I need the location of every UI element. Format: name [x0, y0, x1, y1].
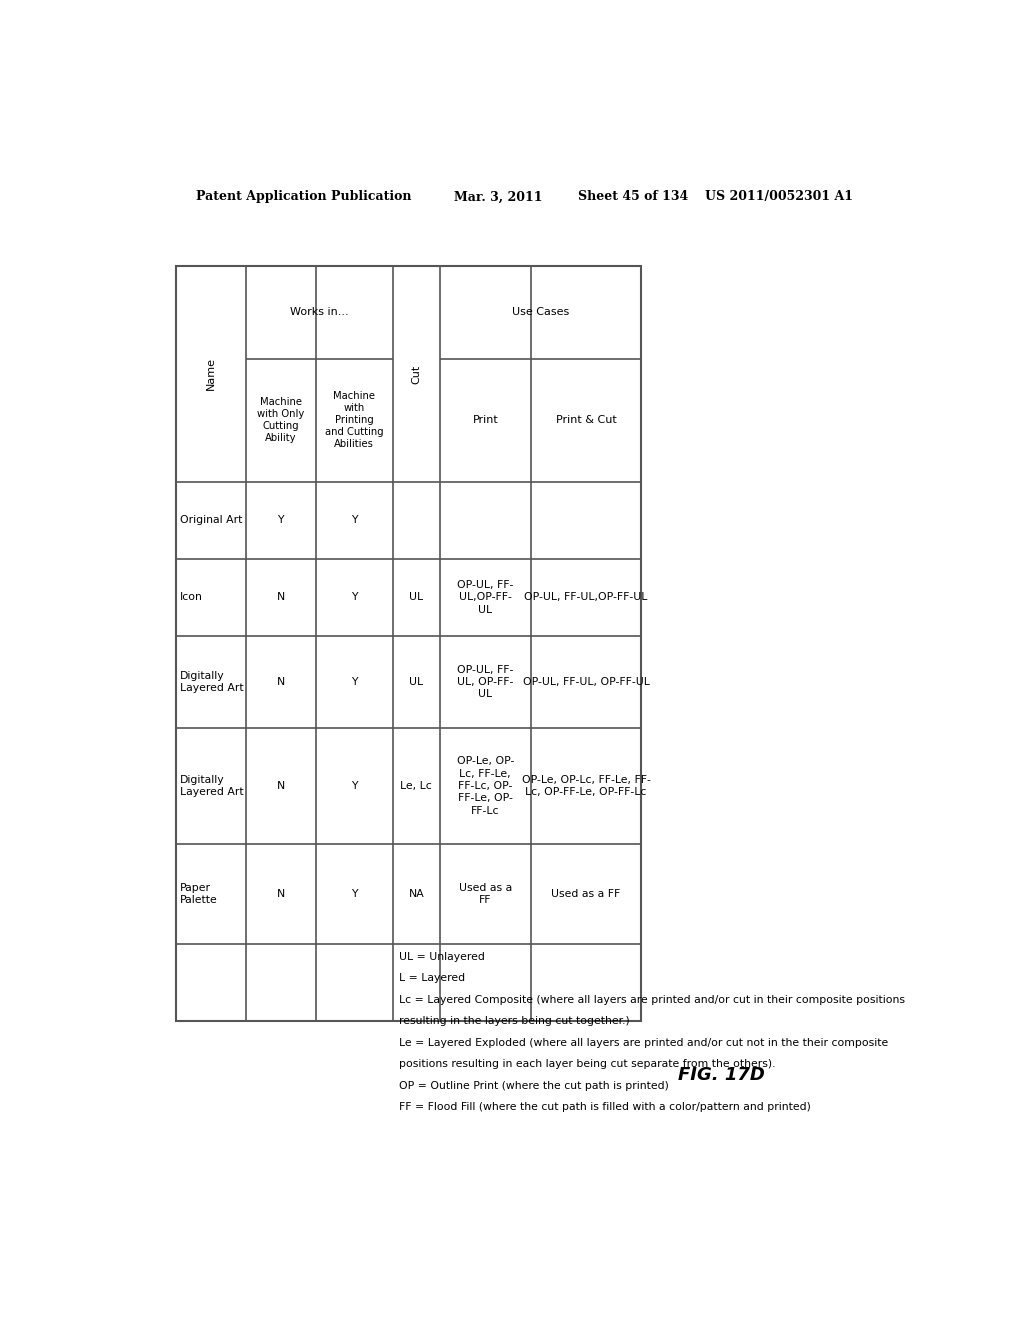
Text: Print & Cut: Print & Cut [556, 416, 616, 425]
Text: Patent Application Publication: Patent Application Publication [197, 190, 412, 203]
Text: Used as a
FF: Used as a FF [459, 883, 512, 906]
Text: Use Cases: Use Cases [512, 308, 569, 317]
Bar [176, 267, 641, 1020]
Text: OP-UL, FF-UL, OP-FF-UL: OP-UL, FF-UL, OP-FF-UL [522, 677, 649, 686]
Text: UL: UL [410, 677, 423, 686]
Text: Lc = Layered Composite (where all layers are printed and/or cut in their composi: Lc = Layered Composite (where all layers… [399, 995, 905, 1005]
Text: Y: Y [351, 888, 357, 899]
Text: L = Layered: L = Layered [399, 973, 465, 983]
Text: Y: Y [351, 677, 357, 686]
Text: Y: Y [278, 515, 284, 525]
Text: FIG. 17D: FIG. 17D [678, 1065, 765, 1084]
Text: Name: Name [206, 358, 216, 391]
Text: UL: UL [410, 593, 423, 602]
Text: Print: Print [472, 416, 498, 425]
Text: N: N [276, 593, 285, 602]
Text: Used as a FF: Used as a FF [551, 888, 621, 899]
Text: Mar. 3, 2011: Mar. 3, 2011 [454, 190, 542, 203]
Text: US 2011/0052301 A1: US 2011/0052301 A1 [706, 190, 853, 203]
Text: N: N [276, 888, 285, 899]
Text: Cut: Cut [412, 364, 421, 384]
Text: N: N [276, 677, 285, 686]
Text: OP-Le, OP-Lc, FF-Le, FF-
Lc, OP-FF-Le, OP-FF-Lc: OP-Le, OP-Lc, FF-Le, FF- Lc, OP-FF-Le, O… [521, 775, 650, 797]
Text: Le = Layered Exploded (where all layers are printed and/or cut not in the their : Le = Layered Exploded (where all layers … [399, 1038, 889, 1048]
Text: N: N [276, 781, 285, 791]
Text: Machine
with
Printing
and Cutting
Abilities: Machine with Printing and Cutting Abilit… [325, 391, 384, 449]
Text: OP-UL, FF-
UL, OP-FF-
UL: OP-UL, FF- UL, OP-FF- UL [457, 664, 513, 700]
Text: UL = Unlayered: UL = Unlayered [399, 952, 485, 961]
Text: Original Art: Original Art [180, 515, 243, 525]
Text: OP = Outline Print (where the cut path is printed): OP = Outline Print (where the cut path i… [399, 1081, 669, 1090]
Text: Icon: Icon [180, 593, 203, 602]
Text: NA: NA [409, 888, 424, 899]
Text: Y: Y [351, 515, 357, 525]
Text: OP-Le, OP-
Lc, FF-Le,
FF-Lc, OP-
FF-Le, OP-
FF-Lc: OP-Le, OP- Lc, FF-Le, FF-Lc, OP- FF-Le, … [457, 756, 514, 816]
Text: positions resulting in each layer being cut separate from the others).: positions resulting in each layer being … [399, 1059, 776, 1069]
Text: Works in...: Works in... [290, 308, 349, 317]
Text: Digitally
Layered Art: Digitally Layered Art [180, 775, 244, 797]
Text: OP-UL, FF-
UL,OP-FF-
UL: OP-UL, FF- UL,OP-FF- UL [457, 579, 513, 615]
Text: resulting in the layers being cut together.): resulting in the layers being cut togeth… [399, 1016, 630, 1026]
Text: OP-UL, FF-UL,OP-FF-UL: OP-UL, FF-UL,OP-FF-UL [524, 593, 648, 602]
Text: Y: Y [351, 781, 357, 791]
Text: Paper
Palette: Paper Palette [180, 883, 218, 906]
Text: Digitally
Layered Art: Digitally Layered Art [180, 671, 244, 693]
Text: Machine
with Only
Cutting
Ability: Machine with Only Cutting Ability [257, 397, 304, 444]
Text: FF = Flood Fill (where the cut path is filled with a color/pattern and printed): FF = Flood Fill (where the cut path is f… [399, 1102, 811, 1113]
Text: Y: Y [351, 593, 357, 602]
Text: Sheet 45 of 134: Sheet 45 of 134 [578, 190, 688, 203]
Text: Le, Lc: Le, Lc [400, 781, 432, 791]
